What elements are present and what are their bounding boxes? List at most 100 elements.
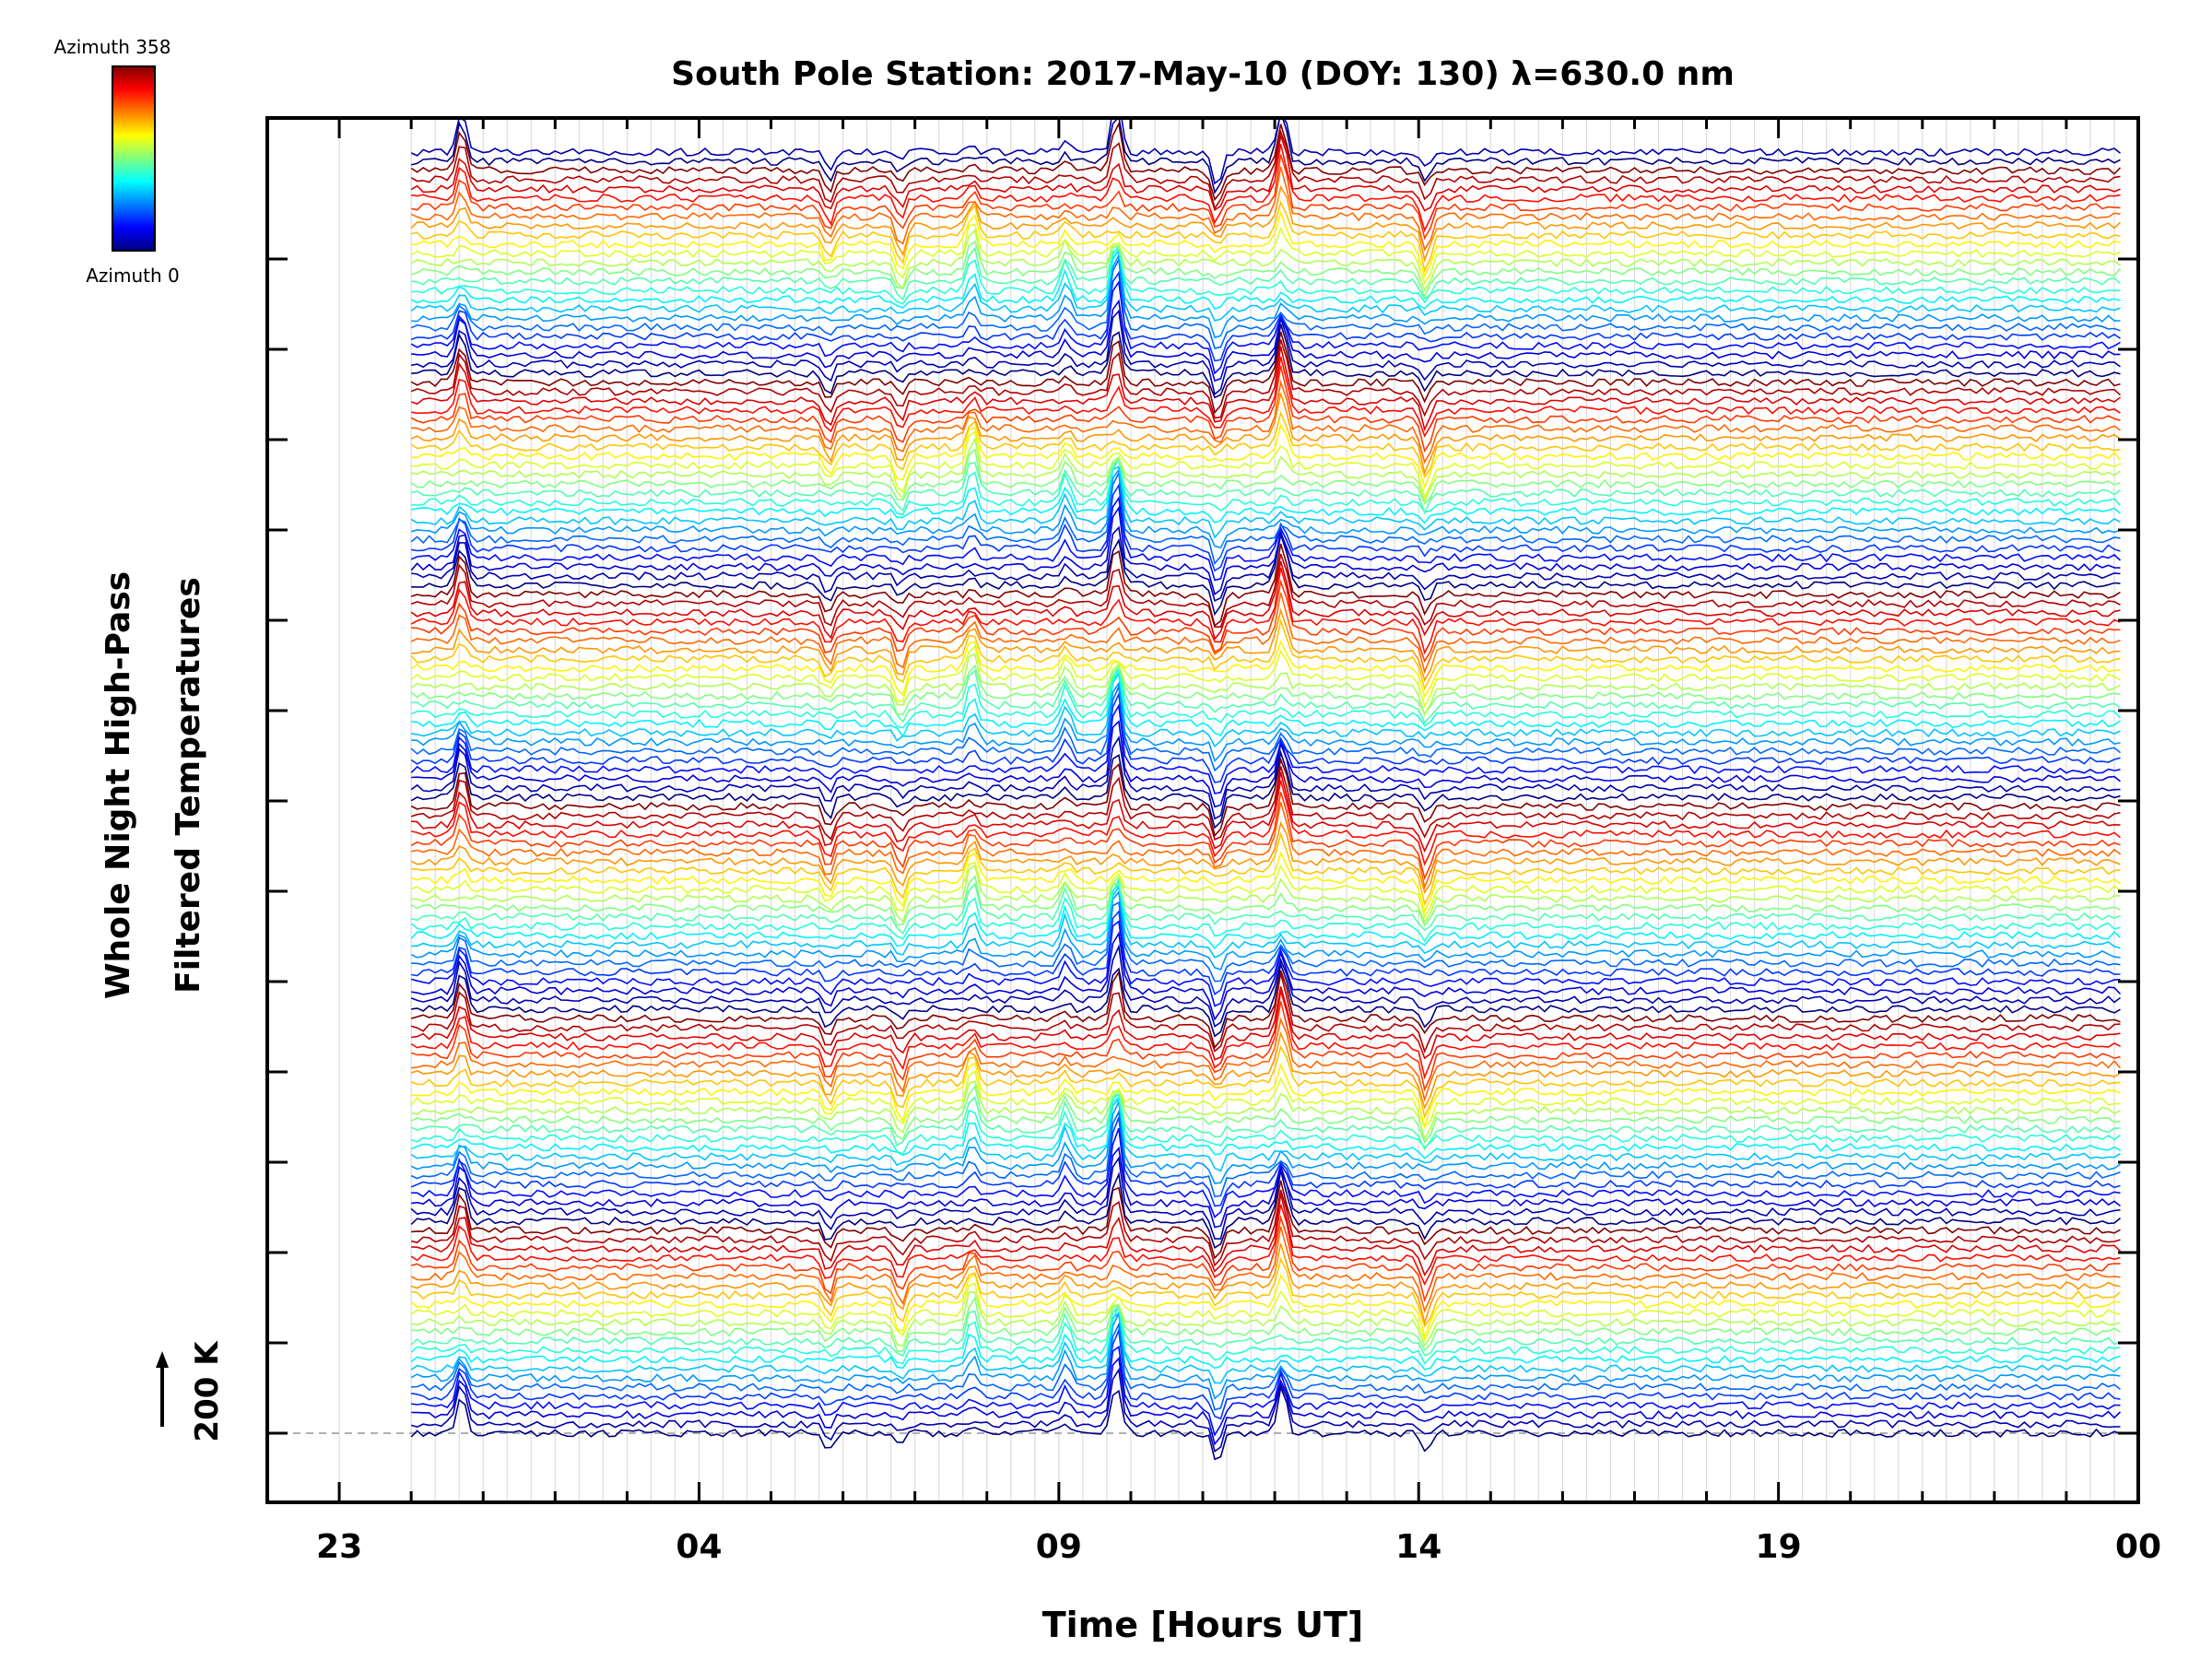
- temperature-series-line: [410, 1226, 2121, 1313]
- temperature-series-line: [411, 1257, 2122, 1328]
- temperature-series-line: [411, 864, 2121, 924]
- x-tick-label: 23: [316, 1528, 362, 1566]
- temperature-series-line: [410, 467, 2121, 549]
- temperature-series-line: [411, 986, 2121, 1061]
- temperature-series-line: [411, 458, 2121, 515]
- chart-title: South Pole Station: 2017-May-10 (DOY: 13…: [671, 55, 1735, 93]
- temperature-series-line: [410, 560, 2121, 641]
- temperature-series-line: [410, 365, 2121, 453]
- temperature-series-line: [411, 670, 2121, 747]
- temperature-series-line: [410, 653, 2121, 717]
- temperature-series-line: [410, 129, 2121, 211]
- temperature-series-line: [411, 1291, 2121, 1347]
- temperature-series-line: [410, 666, 2122, 729]
- temperature-series-line: [411, 1296, 2121, 1352]
- temperature-series-line: [410, 246, 2121, 311]
- temperature-series-line: [411, 884, 2121, 959]
- temperature-series-line: [410, 1097, 2121, 1172]
- temperature-series-line: [410, 505, 2121, 596]
- temperature-series-line: [410, 1109, 2121, 1198]
- temperature-series-line: [410, 618, 2121, 691]
- x-tick-labels: 23 04 09 14 19 00: [316, 1528, 2161, 1566]
- x-tick-label: 19: [1756, 1528, 1802, 1566]
- x-tick-label: 14: [1395, 1528, 1441, 1566]
- temperature-series-line: [410, 820, 2121, 895]
- temperature-series-line: [411, 154, 2121, 241]
- temperature-series-line: [411, 324, 2121, 399]
- temperature-series-line: [411, 1080, 2121, 1141]
- temperature-series-line: [410, 1282, 2121, 1342]
- temperature-series-line: [411, 309, 2121, 396]
- temperature-series-line: [411, 665, 2121, 724]
- x-tick-label: 09: [1036, 1528, 1082, 1566]
- temperature-series-line: [411, 144, 2121, 233]
- y-axis-label-line2: Filtered Temperatures: [170, 577, 207, 994]
- x-tick-label: 00: [2115, 1528, 2161, 1566]
- temperature-series-line: [410, 184, 2122, 263]
- temperature-series-line: [410, 346, 2121, 432]
- temperature-series-line: [410, 640, 2121, 699]
- temperature-series-line: [410, 875, 2121, 927]
- temperature-series-line: [410, 410, 2121, 479]
- temperature-series-line: [411, 1327, 2121, 1420]
- temperature-series-line: [410, 166, 2121, 252]
- y-axis-label-line1: Whole Night High-Pass: [100, 571, 137, 999]
- temperature-series-line: [410, 1384, 2121, 1461]
- temperature-series-line: [410, 592, 2121, 675]
- x-tick-label: 04: [676, 1528, 722, 1566]
- temperature-series-line: [410, 553, 2121, 628]
- temperature-series-line: [410, 1311, 2121, 1400]
- temperature-series-line: [410, 1303, 2121, 1371]
- temperature-series-line: [411, 1180, 2121, 1260]
- temperature-series-line: [410, 1367, 2121, 1453]
- temperature-series-line: [410, 683, 2122, 772]
- temperature-series-line: [410, 1204, 2121, 1287]
- temperature-series-line: [410, 749, 2121, 830]
- temperature-series-line: [411, 681, 2121, 763]
- temperature-series-line: [410, 792, 2121, 881]
- temperature-series-line: [411, 1146, 2121, 1229]
- scale-arrow-head: [156, 1351, 169, 1368]
- temperature-series-line: [411, 200, 2121, 274]
- scale-label: 200 K: [189, 1340, 226, 1442]
- temperature-series-line: [411, 422, 2122, 489]
- temperature-series-line: [410, 543, 2121, 628]
- temperature-series-line: [410, 240, 2122, 299]
- temperature-series-line: [411, 802, 2121, 890]
- temperature-series-line: [411, 356, 2121, 438]
- temperature-series-line: [411, 1017, 2122, 1102]
- temperature-series-line: [410, 944, 2121, 1028]
- temperature-series-line: [411, 253, 2121, 339]
- temperature-series-line: [411, 525, 2121, 603]
- temperature-series-line: [410, 256, 2121, 349]
- temperature-series-line: [410, 990, 2121, 1080]
- temperature-series-line: [410, 1092, 2121, 1156]
- temperature-series-line: [410, 567, 2121, 655]
- colorbar-top-label: Azimuth 358: [54, 36, 171, 58]
- temperature-series-line: [410, 279, 2121, 375]
- temperature-series-line: [410, 1117, 2121, 1207]
- temperature-series-line: [411, 1356, 2122, 1446]
- temperature-series-line: [411, 243, 2121, 305]
- temperature-series-line: [410, 970, 2121, 1050]
- temperature-series-line: [410, 229, 2121, 292]
- temperature-series-line: [410, 877, 2121, 943]
- temperature-series-line: [410, 1243, 2121, 1325]
- temperature-series-line: [410, 1084, 2121, 1145]
- temperature-series-line: [410, 270, 2121, 362]
- temperature-series-line: [411, 910, 2121, 995]
- temperature-series-line: [411, 1194, 2122, 1277]
- temperature-series-line: [410, 766, 2121, 841]
- temperature-series-line: [410, 883, 2122, 949]
- temperature-series-line: [410, 121, 2122, 202]
- temperature-series-line: [411, 771, 2121, 853]
- temperature-series-line: [410, 691, 2121, 783]
- temperature-series-line: [410, 250, 2121, 322]
- temperature-series-line: [410, 1069, 2121, 1129]
- temperature-series-line: [411, 436, 2121, 504]
- temperature-series-line: [410, 882, 2121, 935]
- temperature-series-line: [411, 1215, 2121, 1303]
- temperature-series-line: [411, 246, 2122, 301]
- temperature-series-line: [410, 920, 2121, 1007]
- temperature-series-line: [410, 851, 2121, 913]
